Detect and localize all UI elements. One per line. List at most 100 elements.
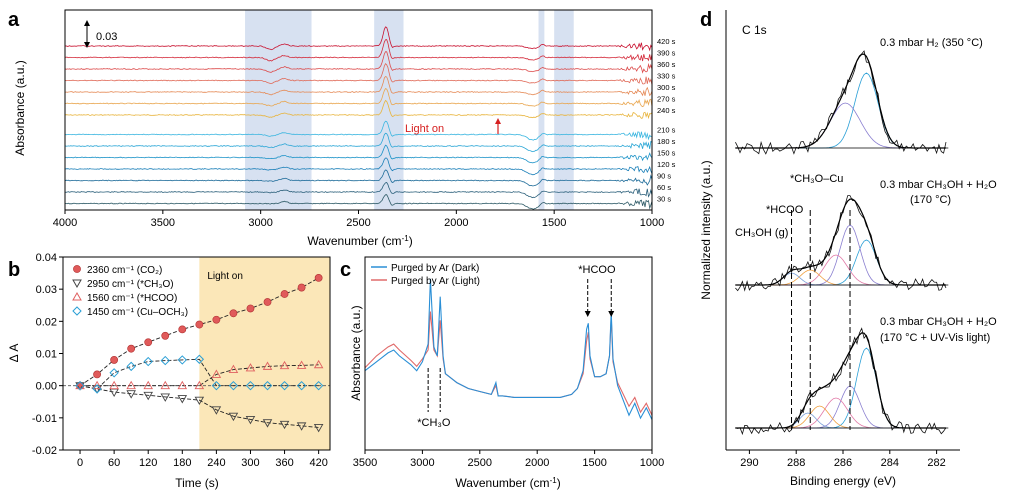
- data-point: [245, 380, 256, 391]
- data-point: [279, 420, 290, 430]
- data-point: [75, 380, 85, 391]
- peak-label-ch3o-cu: *CH₃O–Cu: [790, 173, 843, 185]
- legend-marker: [73, 265, 81, 273]
- peak-annotations: *HCOO *CH₃O: [417, 264, 616, 429]
- x-tick-label: 3000: [248, 217, 272, 229]
- x-tick-label: 180: [173, 457, 191, 469]
- data-point: [279, 360, 290, 370]
- spectrum-label-2b: (170 °C): [910, 194, 951, 206]
- spectrum-line: [64, 63, 653, 86]
- y-tick-label: -0.02: [32, 445, 57, 457]
- panel-label-b: b: [8, 259, 20, 281]
- x-tick-label: 3000: [410, 457, 434, 469]
- light-on-label: Light on: [207, 271, 243, 282]
- light-on-region: [199, 257, 330, 450]
- x-tick-label: 1500: [582, 457, 606, 469]
- hcoo-arrowhead: [608, 311, 615, 317]
- data-point: [160, 393, 171, 402]
- x-tick-label: 2500: [468, 457, 492, 469]
- panel-label-a: a: [8, 9, 20, 31]
- data-point: [313, 359, 324, 369]
- fit-line: [79, 358, 319, 390]
- spectrum-line: [64, 144, 653, 164]
- data-point: [126, 380, 136, 390]
- y-axis-label: Normalized intensity (a.u.): [699, 160, 713, 299]
- x-tick-label: 284: [881, 457, 899, 469]
- spectrum-label-3: 0.3 mbar CH₃OH + H₂O: [880, 316, 997, 328]
- series-label: 390 s: [657, 49, 676, 58]
- data-point: [297, 283, 306, 292]
- data-points: [75, 274, 324, 433]
- data-point: [177, 380, 188, 390]
- data-point: [92, 380, 102, 390]
- ch3o-label: *CH₃O: [417, 417, 451, 429]
- fit-component: [735, 72, 946, 149]
- spectrum-line: [64, 182, 653, 199]
- fit-envelope: [735, 332, 946, 429]
- x-axis-label: Wavenumber (cm-1): [307, 234, 412, 248]
- peak-label-ch3oh: CH₃OH (g): [735, 227, 788, 239]
- raw-spectrum: [735, 195, 947, 292]
- y-tick-label: 0.04: [36, 252, 57, 264]
- data-point: [313, 380, 324, 391]
- x-ticks: 3500 3000 2500 2000 1500 1000: [353, 450, 664, 469]
- data-point: [280, 290, 289, 298]
- x-tick-label: 1000: [640, 217, 664, 229]
- spectrum-line: [64, 194, 653, 210]
- y-tick-label: 0.02: [36, 316, 57, 328]
- data-point: [229, 309, 238, 318]
- x-ticks: 4000 3500 3000 2500 2000 1500 1000: [53, 210, 664, 229]
- x-axis-label: Binding energy (eV): [790, 474, 896, 488]
- hcoo-arrowhead: [584, 311, 591, 317]
- data-point: [246, 304, 255, 313]
- legend: 2360 cm⁻¹ (CO₂) 2950 cm⁻¹ (*CH₃O) 1560 cm⁻…: [72, 265, 188, 318]
- x-tick-label: 240: [207, 457, 225, 469]
- x-tick-label: 286: [834, 457, 852, 469]
- panel-a: 4000 3500 3000 2500 2000 1500 1000 420 s 390 s 3…: [13, 9, 676, 248]
- series-label: 120 s: [657, 160, 676, 169]
- legend-label: Purged by Ar (Light): [391, 276, 480, 287]
- y-axis-label: Absorbance (a.u.): [349, 305, 363, 400]
- data-point: [177, 395, 188, 404]
- x-tick-label: 3500: [151, 217, 175, 229]
- spectrum-line: [64, 99, 653, 120]
- y-tick-label: -0.01: [32, 413, 57, 425]
- series-label: 60 s: [657, 183, 671, 192]
- x-tick-label: 4000: [53, 217, 77, 229]
- data-point: [211, 369, 222, 378]
- panel-label-d: d: [700, 9, 712, 31]
- fit-component: [735, 347, 946, 429]
- x-tick-label: 60: [108, 457, 120, 469]
- data-point: [109, 380, 119, 390]
- fit-component: [735, 385, 946, 429]
- data-point: [262, 380, 273, 391]
- series-label: 420 s: [657, 37, 676, 46]
- hcoo-label: *HCOO: [578, 264, 616, 276]
- data-point: [279, 380, 290, 391]
- legend-label: 2360 cm⁻¹ (CO₂): [87, 265, 162, 276]
- data-point: [296, 360, 307, 369]
- data-point: [194, 354, 205, 364]
- data-point: [92, 385, 102, 394]
- peak-label-hcoo: *HCOO: [766, 204, 804, 216]
- spectra-lines: [64, 26, 653, 210]
- data-point: [110, 356, 119, 364]
- y-axis-label: Δ A: [7, 344, 21, 363]
- x-tick-label: 2500: [346, 217, 370, 229]
- y-axis-label: Absorbance (a.u.): [13, 60, 27, 155]
- data-point: [126, 361, 136, 372]
- x-tick-label: 282: [927, 457, 945, 469]
- spectrum-line: [364, 311, 653, 416]
- series-label: 330 s: [657, 72, 676, 81]
- y-tick-label: 0.03: [36, 284, 57, 296]
- series-labels: 420 s 390 s 360 s 330 s 300 s 270 s 240 s 210 s…: [657, 37, 676, 204]
- series-label: 30 s: [657, 195, 671, 204]
- panel-b: Light on 0 60 120 180 240 300 360 420 -0.02 -0.01…: [7, 252, 331, 490]
- x-tick-label: 288: [787, 457, 805, 469]
- data-point: [127, 344, 136, 353]
- data-point: [75, 380, 85, 390]
- spectrum-line: [364, 278, 653, 420]
- data-point: [143, 356, 153, 367]
- data-point: [126, 390, 136, 399]
- spectrum-label-3b: (170 °C + UV-Vis light): [880, 332, 990, 344]
